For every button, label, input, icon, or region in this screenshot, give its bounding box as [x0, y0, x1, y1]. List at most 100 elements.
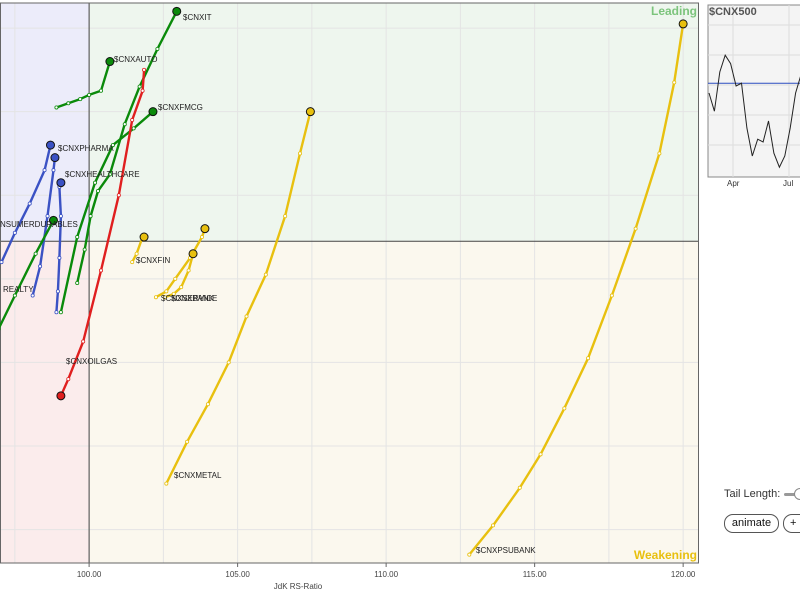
controls-panel: Tail Length: animate +	[720, 486, 800, 546]
quadrant-backgrounds	[0, 3, 698, 563]
tail-point-cnxit	[82, 247, 87, 252]
head-cnxhealthcare	[56, 178, 66, 188]
quadrant-improving	[0, 3, 90, 242]
label-cnxmetal[interactable]: $CNXMETAL	[174, 471, 222, 480]
tail-point-cnxit	[155, 46, 160, 51]
tail-point-cnxpharma	[38, 264, 43, 269]
label-cnxrealty[interactable]: REALTY	[3, 285, 34, 294]
mini-chart-price-line	[708, 54, 800, 169]
label-cnxpharma[interactable]: $CNXPHARMA	[58, 144, 114, 153]
tail-point-cnxpsubank	[491, 523, 496, 528]
label-cnxpsubank[interactable]: $CNXPSUBANK	[476, 546, 536, 555]
tail-point-cnxoilgas	[66, 377, 71, 382]
tail-point-cnxbank	[179, 285, 184, 290]
tail-point-cnxoilgas	[81, 339, 86, 344]
animate-button[interactable]: animate	[724, 514, 779, 533]
tail-point-cnxhealthcare	[58, 214, 63, 219]
tail-point-cnxmetal	[226, 360, 231, 365]
head-cnxoilgas	[56, 391, 66, 401]
label-cnxconsumerdurables[interactable]: NSUMERDURABLES	[0, 220, 78, 229]
head-cnxit	[172, 6, 182, 16]
tail-point-cnxoilgas	[140, 88, 145, 93]
plot-frame	[0, 2, 699, 564]
tail-point-cnxauto	[66, 101, 71, 106]
tail-point-cnxhealthcare	[57, 255, 62, 260]
x-tick-label: 120.00	[671, 570, 696, 579]
tail-point-cnxoilgas	[130, 118, 135, 123]
label-cnxauto[interactable]: $CNXAUTO	[114, 55, 157, 64]
label-cnxhealthcare[interactable]: $CNXHEALTHCARE	[65, 170, 140, 179]
tail-point-cnxrealty	[33, 251, 38, 256]
tail-point-cnxmetal	[244, 314, 249, 319]
tail-point-cnxmetal	[283, 214, 288, 219]
tail-point-cnxservice	[199, 235, 204, 240]
head-cnxauto	[105, 57, 115, 67]
tail-length-slider-handle[interactable]	[794, 488, 800, 500]
x-axis: 100.00 105.00 110.00 115.00 120.00	[77, 563, 696, 579]
mini-chart-x-label-apr: Apr	[727, 179, 740, 188]
tail-point-cnxpsubank	[633, 226, 638, 231]
tail-point-cnxconsumerdurables	[27, 201, 32, 206]
tail-point-cnxhealthcare	[55, 289, 60, 294]
quadrant-weakening	[89, 241, 698, 563]
tail-length-slider[interactable]	[784, 493, 800, 496]
head-cnxfmcg	[148, 107, 158, 117]
tail-point-cnxfmcg	[58, 310, 63, 315]
tail-point-cnxrealty	[12, 293, 17, 298]
tail-length-label: Tail Length:	[724, 488, 781, 500]
tail-point-cnxpharma	[51, 168, 56, 173]
head-cnxconsumerdurables	[45, 140, 55, 150]
tail-point-cnxconsumerdurables	[0, 260, 4, 265]
x-tick-label: 105.00	[225, 570, 250, 579]
tail-point-cnxpharma	[45, 214, 50, 219]
tail-point-cnxit	[107, 172, 112, 177]
tail-point-cnxit	[88, 214, 93, 219]
tail-cnxauto	[55, 60, 112, 109]
tail-point-cnxauto	[98, 88, 103, 93]
tail-point-cnxservice	[164, 289, 169, 294]
label-cnxfmcg[interactable]: $CNXFMCG	[158, 103, 203, 112]
mini-chart-frame	[707, 4, 800, 178]
tail-point-cnxit	[122, 122, 127, 127]
mini-chart-title: $CNX500	[709, 6, 757, 18]
tail-point-cnxservice	[173, 276, 178, 281]
tail-point-cnxpsubank	[562, 406, 567, 411]
tail-point-cnxauto	[87, 92, 92, 97]
benchmark-mini-chart: $CNX500 Apr Jul	[707, 4, 800, 188]
series-heads	[45, 6, 688, 401]
tail-point-cnxmetal	[263, 272, 268, 277]
head-cnxfin	[139, 232, 149, 242]
grid-lines	[0, 2, 699, 564]
label-cnxit[interactable]: $CNXIT	[183, 13, 212, 22]
head-cnxbank	[188, 249, 198, 259]
tail-point-cnxpsubank	[467, 552, 472, 557]
label-cnxfin[interactable]: $CNXFIN	[136, 256, 170, 265]
tail-point-cnxmetal	[297, 151, 302, 156]
head-cnxmetal	[305, 107, 315, 117]
tail-cnxoilgas	[59, 68, 146, 397]
quadrant-label-leading: Leading	[651, 4, 697, 18]
quadrant-label-weakening: Weakening	[634, 548, 697, 562]
tail-point-cnxconsumerdurables	[12, 230, 17, 235]
tail-point-cnxit	[96, 189, 101, 194]
tail-point-cnxmetal	[205, 402, 210, 407]
x-axis-title: JdK RS-Ratio	[274, 582, 323, 591]
tail-point-cnxmetal	[164, 481, 169, 486]
tail-point-cnxoilgas	[116, 193, 121, 198]
tail-point-cnxauto	[78, 97, 83, 102]
mini-chart-grid	[708, 5, 800, 177]
increase-button[interactable]: +	[783, 514, 800, 533]
label-cnxoilgas[interactable]: $CNXOILGAS	[66, 357, 117, 366]
tail-point-cnxfmcg	[131, 126, 136, 131]
mini-chart-x-label-jul: Jul	[783, 179, 793, 188]
tail-point-cnxpsubank	[609, 293, 614, 298]
quadrant-leading	[89, 3, 698, 242]
rrg-chart: 100.00 105.00 110.00 115.00 120.00 Leading W…	[0, 2, 699, 591]
tail-point-cnxpsubank	[586, 356, 591, 361]
label-cnxbank[interactable]: $CNXBANK	[171, 294, 215, 303]
head-cnxpharma	[50, 153, 60, 163]
label-cnxservice[interactable]: $CNXSERVICE	[161, 294, 217, 303]
tail-point-cnxbank	[162, 295, 167, 300]
head-cnxrealty	[48, 215, 58, 225]
tail-cnxrealty	[0, 219, 55, 329]
